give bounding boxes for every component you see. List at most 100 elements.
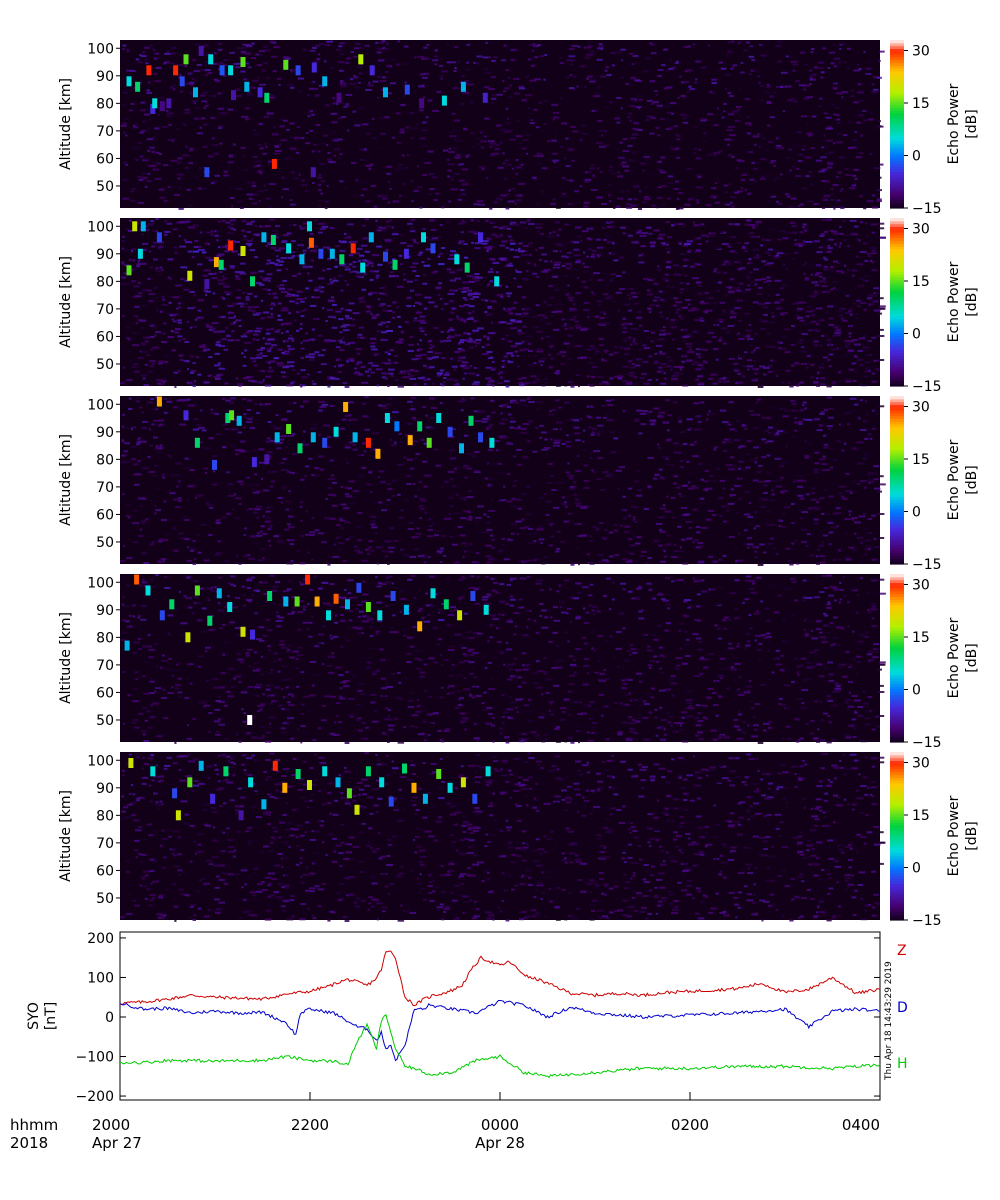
echo-mark bbox=[286, 243, 292, 254]
altitude-tick-label: 80 bbox=[96, 630, 114, 646]
echo-mark bbox=[422, 793, 428, 804]
echo-mark bbox=[124, 640, 130, 651]
time-tick-label: 0400 bbox=[842, 1116, 880, 1134]
echo-mark bbox=[318, 248, 324, 259]
echo-mark bbox=[343, 402, 349, 412]
colorbar-tick-label: 15 bbox=[912, 630, 930, 646]
echo-mark bbox=[187, 270, 193, 281]
colorbar-tick-label: 0 bbox=[912, 861, 921, 877]
echo-panel-3: 100 90 80 70 60 50 Altitude [km] 30 15 0 −15 Echo P… bbox=[58, 396, 980, 573]
colorbar-unit: [dB] bbox=[964, 465, 980, 494]
echo-mark bbox=[430, 243, 436, 254]
echo-mark bbox=[299, 254, 305, 265]
altitude-tick-label: 50 bbox=[96, 535, 114, 551]
echo-mark bbox=[257, 87, 263, 98]
legend-label-D: D bbox=[897, 1000, 908, 1016]
date-tick-label: Apr 28 bbox=[475, 1134, 525, 1152]
echo-mark bbox=[228, 240, 234, 251]
echo-mark bbox=[322, 437, 328, 448]
altitude-tick-label: 70 bbox=[96, 124, 114, 140]
echo-mark bbox=[430, 588, 436, 599]
echo-mark bbox=[478, 432, 483, 443]
echo-mark bbox=[383, 87, 388, 98]
altitude-axis-label: Altitude [km] bbox=[58, 434, 74, 526]
time-tick-label: 0200 bbox=[671, 1116, 709, 1134]
echo-mark bbox=[314, 596, 320, 607]
echo-mark bbox=[145, 585, 151, 596]
time-tick-label: 0000 bbox=[481, 1116, 519, 1134]
altitude-tick-label: 100 bbox=[87, 41, 114, 57]
echo-mark bbox=[172, 788, 178, 799]
echo-mark bbox=[274, 432, 280, 443]
echo-mark bbox=[250, 276, 255, 287]
colorbar-unit: [dB] bbox=[964, 821, 980, 850]
altitude-tick-label: 100 bbox=[87, 397, 114, 413]
altitude-tick-label: 60 bbox=[96, 863, 114, 879]
echo-mark bbox=[336, 92, 342, 103]
colorbar-unit: [dB] bbox=[964, 287, 980, 316]
echo-mark bbox=[350, 243, 356, 254]
echo-mark bbox=[447, 782, 453, 793]
altitude-axis-label: Altitude [km] bbox=[58, 256, 74, 348]
altitude-tick-label: 50 bbox=[96, 357, 114, 373]
altitude-axis: 100 90 80 70 60 50 bbox=[87, 397, 120, 551]
echo-mark bbox=[270, 235, 276, 245]
echo-mark bbox=[310, 167, 316, 178]
colorbar-tick-label: 30 bbox=[912, 578, 930, 594]
echo-mark bbox=[216, 588, 222, 599]
magnetometer-panel: Z D H 200 100 0 −100 −200 SYO [nT] bbox=[26, 931, 908, 1105]
echo-mark bbox=[447, 426, 453, 437]
echo-mark bbox=[229, 410, 235, 421]
nt-tick-label: 200 bbox=[87, 931, 114, 947]
echo-mark bbox=[286, 424, 292, 434]
echo-mark bbox=[411, 782, 417, 793]
echo-mark bbox=[365, 766, 371, 777]
colorbar-tick-label: −15 bbox=[912, 201, 942, 217]
echo-mark bbox=[128, 758, 134, 768]
altitude-axis: 100 90 80 70 60 50 bbox=[87, 219, 120, 373]
echo-mark bbox=[294, 596, 300, 607]
echo-mark bbox=[150, 103, 156, 114]
echo-mark bbox=[227, 602, 233, 612]
echo-mark bbox=[468, 415, 474, 426]
echo-mark bbox=[140, 221, 146, 232]
altitude-axis: 100 90 80 70 60 50 bbox=[87, 41, 120, 195]
echo-mark bbox=[457, 610, 463, 621]
echo-mark bbox=[126, 265, 132, 276]
echo-mark bbox=[339, 254, 345, 265]
noise-texture bbox=[120, 40, 885, 210]
colorbar: 30 15 0 −15 Echo Power [dB] bbox=[890, 752, 980, 929]
echo-mark bbox=[443, 599, 449, 610]
altitude-axis: 100 90 80 70 60 50 bbox=[87, 753, 120, 907]
altitude-tick-label: 80 bbox=[96, 452, 114, 468]
echo-mark bbox=[384, 413, 390, 423]
altitude-tick-label: 80 bbox=[96, 274, 114, 290]
echo-mark bbox=[210, 793, 216, 804]
unit-label: [nT] bbox=[43, 1002, 59, 1030]
colorbar-label: Echo Power bbox=[946, 83, 962, 164]
echo-mark bbox=[264, 454, 270, 465]
echo-mark bbox=[421, 232, 426, 243]
echo-mark bbox=[204, 279, 210, 290]
noise-texture bbox=[120, 218, 886, 388]
echo-panel-1: 100 90 80 70 60 50 Altitude [km] 30 15 0 −15 Echo P… bbox=[58, 40, 980, 217]
colorbar: 30 15 0 −15 Echo Power [dB] bbox=[890, 396, 980, 573]
nt-tick-label: −200 bbox=[76, 1089, 114, 1105]
echo-mark bbox=[403, 248, 409, 259]
echo-mark bbox=[248, 777, 254, 788]
echo-mark bbox=[464, 262, 470, 273]
echo-mark bbox=[470, 591, 476, 601]
echo-mark bbox=[360, 262, 366, 273]
echo-mark bbox=[156, 396, 162, 407]
station-label: SYO bbox=[26, 1002, 42, 1030]
series-line-Z bbox=[119, 950, 881, 1007]
altitude-tick-label: 70 bbox=[96, 836, 114, 852]
altitude-tick-label: 70 bbox=[96, 302, 114, 318]
echo-mark bbox=[228, 65, 234, 76]
echo-mark bbox=[134, 574, 140, 585]
colorbar-tick-label: 15 bbox=[912, 452, 930, 468]
altitude-tick-label: 70 bbox=[96, 658, 114, 674]
panel-background bbox=[120, 574, 880, 742]
echo-mark bbox=[169, 599, 175, 610]
